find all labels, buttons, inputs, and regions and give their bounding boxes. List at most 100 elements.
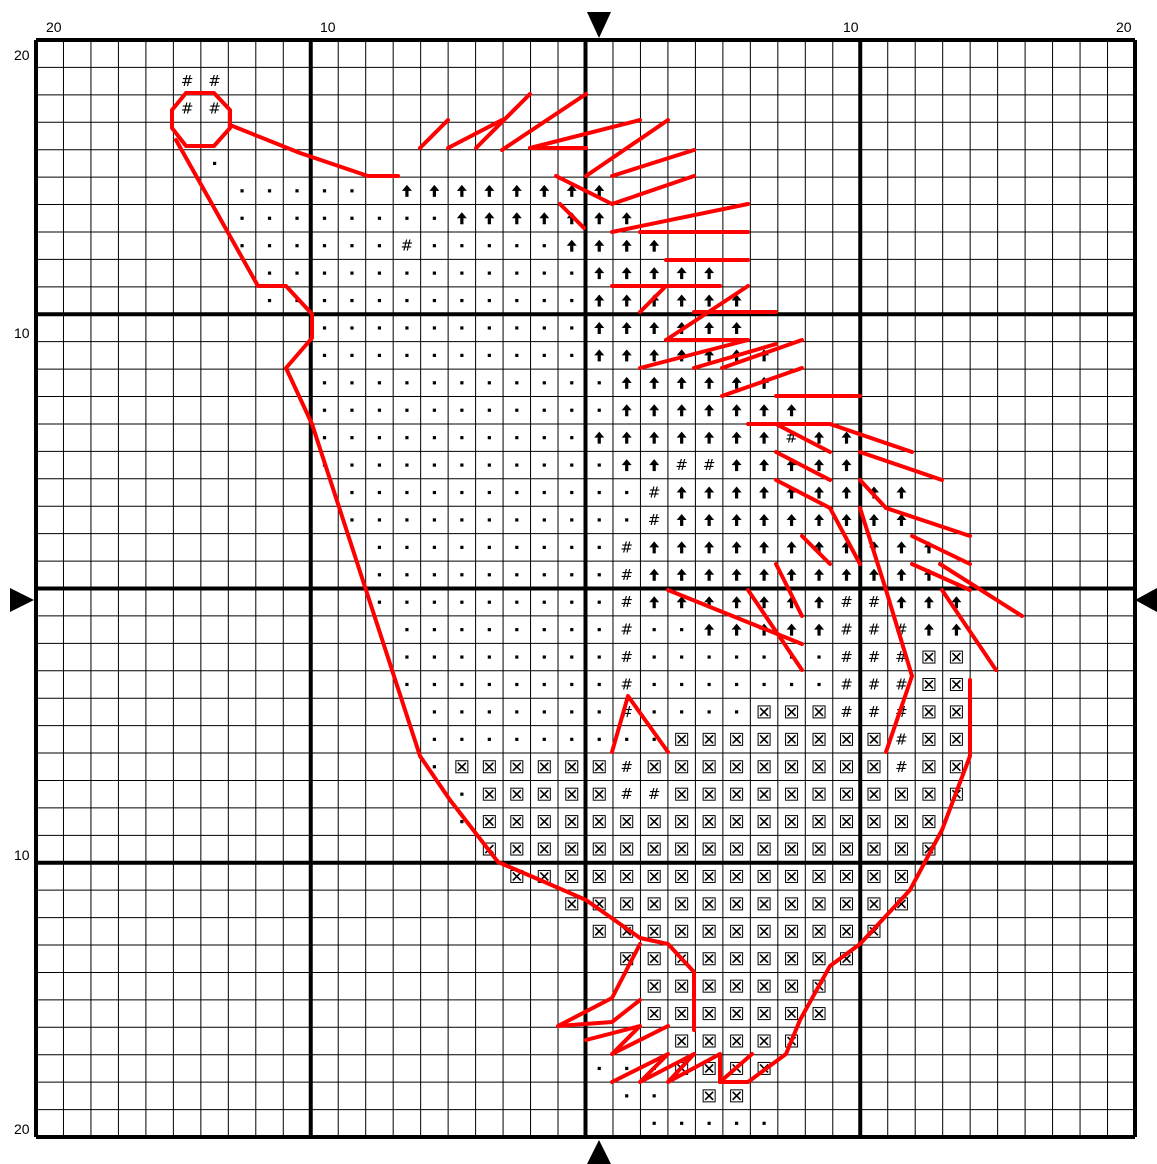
stitch-cross [840,732,854,746]
stitch-arrow [676,431,687,444]
stitch-cross [949,705,963,719]
stitch-arrow [621,239,632,252]
stitch-dot [350,381,354,385]
stitch-dot [570,381,574,385]
stitch-dot [432,381,436,385]
stitch-arrow [649,376,660,389]
stitch-cross [894,815,908,829]
stitch-arrow [759,541,770,554]
stitch-arrow [676,541,687,554]
stitch-dot [789,682,794,687]
stitch-cross [840,815,854,829]
stitch-cross [840,869,854,883]
spine-backstitch [774,478,832,510]
stitch-cross [702,1034,716,1048]
stitch-dot [542,600,546,604]
stitch-cross [730,732,744,746]
stitch-dot [570,408,574,412]
stitch-cross [702,1061,716,1075]
stitch-arrow [814,459,825,472]
stitch-dot [515,737,519,741]
stitch-arrow [649,541,660,554]
stitch-cross [922,760,936,774]
stitch-dot [570,436,574,440]
stitch-dot [377,408,382,412]
stitch-dot [377,600,382,604]
stitch-hash: # [620,758,633,776]
stitch-dot [487,518,491,522]
top-label-right-20: 20 [1116,19,1132,35]
stitch-cross [482,760,496,774]
stitch-cross [757,869,771,883]
stitch-cross [675,732,689,746]
stitch-cross [867,732,881,746]
stitch-cross [785,732,799,746]
stitch-dot [460,326,464,330]
spine-backstitch [774,422,832,454]
stitch-cross [482,815,496,829]
stitch-hash: # [840,621,853,639]
stitch-dot [377,463,382,467]
stitch-arrow [484,212,495,225]
stitch-dot [515,353,519,357]
stitch-dot [515,244,519,248]
stitch-cross [949,760,963,774]
stitch-dot [460,573,464,577]
spine-backstitch [638,284,668,314]
stitch-arrow [868,568,879,581]
stitch-dot [405,655,409,659]
stitch-hash: # [895,758,908,776]
stitch-cross [647,952,661,966]
stitch-cross [592,869,606,883]
stitch-dot [597,737,601,741]
stitch-cross [894,787,908,801]
stitch-dot [735,1121,739,1125]
stitch-arrow [759,568,770,581]
stitch-dot [405,353,409,357]
stitch-dot [652,710,656,714]
stitch-hash: # [648,511,661,529]
spine-backstitch [746,588,804,672]
stitch-arrow [841,568,852,581]
stitch-arrow [786,541,797,554]
spine-backstitch [938,562,1024,618]
stitch-hash: # [840,593,853,611]
stitch-dot [432,463,436,467]
stitch-dot [322,408,327,412]
left-label-bottom-20: 20 [14,1121,30,1137]
stitch-dot [460,518,464,522]
stitch-dot [460,628,464,632]
center-marker-right-icon [1135,588,1157,612]
spine-backstitch [500,92,588,152]
stitch-arrow [786,513,797,526]
stitch-cross [702,1089,716,1103]
stitch-dot [432,600,436,604]
stitch-dot [570,682,574,687]
stitch-cross [785,760,799,774]
stitch-hash: # [620,675,633,693]
center-marker-bottom-icon [587,1140,611,1164]
spine-backstitch [858,478,888,510]
stitch-dot [350,298,354,303]
stitch-dot [350,326,354,330]
stitch-dot [460,792,464,796]
stitch-dot [377,573,382,577]
stitch-arrow [814,541,825,554]
stitch-cross [757,1007,771,1021]
stitch-arrow [594,267,605,280]
stitch-arrow [594,431,605,444]
stitch-dot [405,298,409,303]
stitch-hash: # [868,648,881,666]
stitch-cross [702,924,716,938]
stitch-cross [620,869,634,883]
stitch-cross [702,979,716,993]
stitch-arrow [704,267,715,280]
stitch-cross [785,924,799,938]
axis-labels-layer: 20 10 10 20 20 10 10 20 [14,19,1132,1137]
stitch-dot [487,490,491,495]
stitch-cross [675,787,689,801]
stitch-cross [565,897,579,911]
stitch-dot [405,216,409,220]
stitch-dot [515,600,519,604]
stitch-cross [840,787,854,801]
